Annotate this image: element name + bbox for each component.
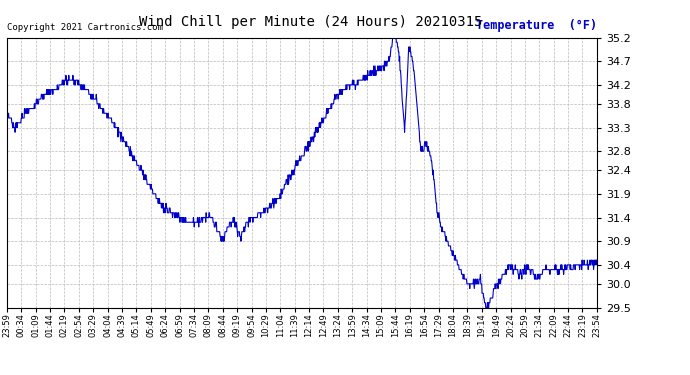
- Text: Copyright 2021 Cartronics.com: Copyright 2021 Cartronics.com: [7, 23, 163, 32]
- Text: Temperature  (°F): Temperature (°F): [475, 19, 597, 32]
- Text: Wind Chill per Minute (24 Hours) 20210315: Wind Chill per Minute (24 Hours) 2021031…: [139, 15, 482, 29]
